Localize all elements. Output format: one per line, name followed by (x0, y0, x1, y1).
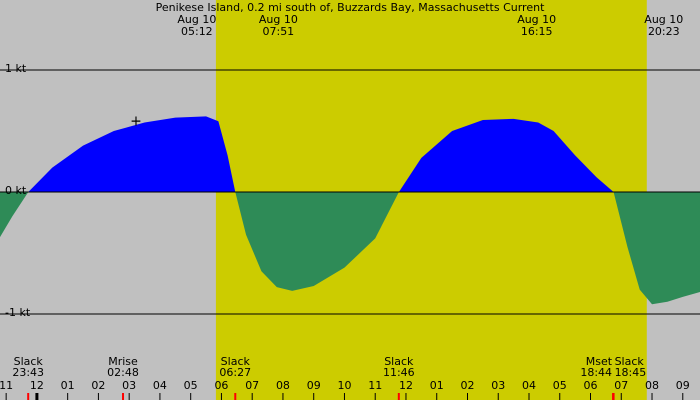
x-tick-label: 12 (30, 379, 44, 392)
x-tick-label: 08 (276, 379, 290, 392)
x-tick-label: 05 (553, 379, 567, 392)
current-area-negative (0, 192, 700, 305)
x-tick-label: 08 (645, 379, 659, 392)
x-tick-label: 06 (584, 379, 598, 392)
x-tick-label: 03 (122, 379, 136, 392)
x-tick-label: 04 (522, 379, 536, 392)
y-tick-label: 0 kt (5, 184, 27, 197)
event-name: Slack (14, 355, 44, 368)
annotation-time: 20:23 (648, 25, 680, 38)
x-tick-label: 04 (153, 379, 167, 392)
event-time: 18:45 (615, 366, 647, 379)
x-tick-label: 12 (399, 379, 413, 392)
event-time: 02:48 (107, 366, 139, 379)
event-time: 18:44 (580, 366, 612, 379)
annotation-time: 07:51 (262, 25, 294, 38)
x-tick-label: 11 (0, 379, 13, 392)
chart-title: Penikese Island, 0.2 mi south of, Buzzar… (156, 1, 545, 14)
x-tick-label: 07 (614, 379, 628, 392)
x-tick-label: 01 (430, 379, 444, 392)
marker: + (130, 113, 142, 129)
x-tick-label: 10 (337, 379, 351, 392)
current-area-positive (28, 116, 614, 193)
event-name: Slack (615, 355, 645, 368)
x-tick-label: 01 (61, 379, 75, 392)
annotation-date: Aug 10 (259, 13, 298, 26)
annotation-date: Aug 10 (177, 13, 216, 26)
event-name: Mrise (108, 355, 138, 368)
x-tick-label: 09 (676, 379, 690, 392)
y-tick-label: 1 kt (5, 62, 27, 75)
event-name: Slack (221, 355, 251, 368)
x-tick-label: 09 (307, 379, 321, 392)
event-name: Slack (384, 355, 414, 368)
x-tick-label: 02 (91, 379, 105, 392)
x-tick-label: 05 (184, 379, 198, 392)
event-time: 23:43 (12, 366, 44, 379)
event-name: Mset (586, 355, 613, 368)
x-tick-label: 07 (245, 379, 259, 392)
annotation-date: Aug 10 (517, 13, 556, 26)
y-tick-label: -1 kt (5, 306, 31, 319)
annotation-time: 05:12 (181, 25, 213, 38)
x-tick-label: 03 (491, 379, 505, 392)
x-tick-label: 06 (214, 379, 228, 392)
event-time: 06:27 (219, 366, 251, 379)
x-tick-label: 02 (460, 379, 474, 392)
event-time: 11:46 (383, 366, 415, 379)
x-tick-label: 11 (368, 379, 382, 392)
annotation-time: 16:15 (521, 25, 553, 38)
annotation-date: Aug 10 (644, 13, 683, 26)
